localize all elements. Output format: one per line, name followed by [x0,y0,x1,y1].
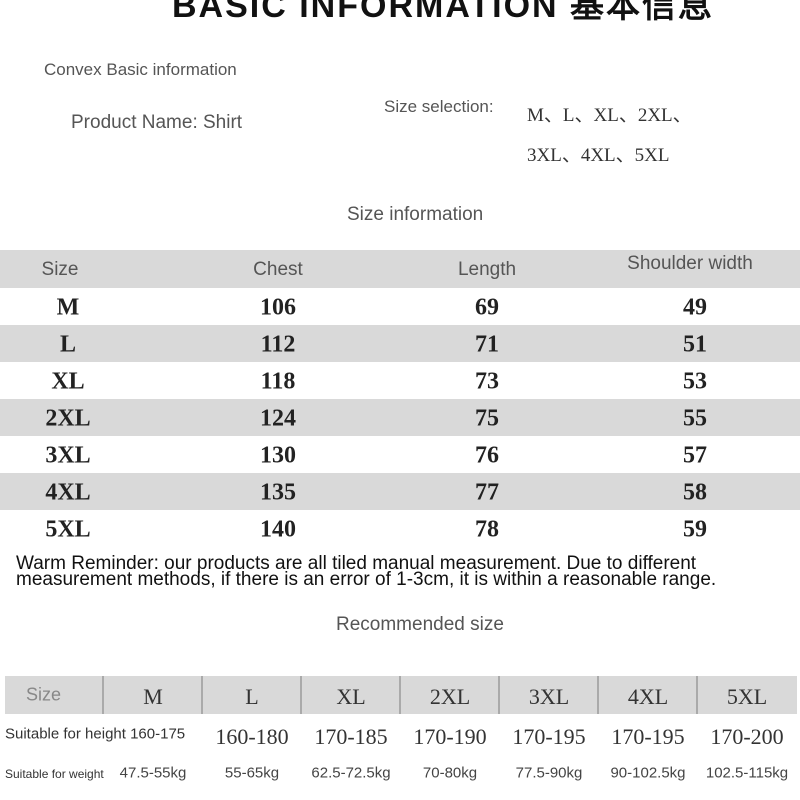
size-selection-label: Size selection: [384,97,494,116]
cell: 3XL [528,684,570,709]
cell: 170-195 [512,724,586,749]
cell: 53 [683,368,707,395]
cell: 77 [475,479,499,506]
column-header: Chest [253,259,303,280]
row-label: Suitable for height 160-175 [5,725,186,743]
size-selection-values: M、L、XL、2XL、3XL、4XL、5XL [527,105,692,166]
cell: 57 [683,442,707,469]
cell: 59 [683,516,707,543]
cell: 170-190 [413,724,487,749]
divider [300,676,302,714]
cell: 135 [260,479,296,506]
cell: 4XL [627,684,669,709]
cell: 140 [260,516,296,543]
cell: 118 [260,368,296,395]
cell: 106 [260,294,296,321]
cell: 5XL [45,516,91,543]
cell: 76 [475,442,499,469]
cell: 170-200 [710,724,784,749]
cell: 5XL [726,684,768,709]
divider [696,676,698,714]
divider [102,676,104,714]
recommended-title: Recommended size [336,614,504,635]
cell: 90-102.5kg [610,764,686,782]
cell: 69 [475,294,499,321]
size-info-title: Size information [347,204,484,225]
cell: 55-65kg [224,764,280,782]
cell: 62.5-72.5kg [311,764,391,782]
divider [597,676,599,714]
cell: 77.5-90kg [515,764,583,782]
row-label: Suitable for weight [5,767,104,781]
header-band [0,250,800,288]
cell: 75 [475,405,499,432]
reminder: Warm Reminder: our products are all tile… [16,553,717,590]
cell: 130 [260,442,296,469]
cell: 51 [683,331,707,358]
cell: 4XL [45,479,91,506]
column-header: Shoulder width [627,253,753,274]
header-title: BASIC INFORMATION 基本信息 [172,0,715,25]
cell: M [56,294,80,321]
row-band [0,399,800,436]
cell: 2XL [45,405,91,432]
product-name: Product Name: Shirt [71,112,243,133]
cell: 73 [475,368,499,395]
cell: 55 [683,405,707,432]
cell: 70-80kg [422,764,478,782]
cell: 170-195 [611,724,685,749]
divider [498,676,500,714]
cell: 124 [260,405,296,432]
cell: 71 [475,331,499,358]
cell: 47.5-55kg [119,764,187,782]
convex-label: Convex Basic information [44,60,237,79]
cell: 2XL [429,684,471,709]
cell: M [143,684,163,709]
cell: 102.5-115kg [705,764,789,782]
cell: L [245,684,259,709]
divider [201,676,203,714]
cell: L [59,331,77,358]
cell: 160-180 [215,724,289,749]
row-band [0,473,800,510]
cell: 78 [475,516,499,543]
cell: XL [336,684,366,709]
rec-header-band [5,676,797,714]
divider [399,676,401,714]
row-band [0,325,800,362]
column-header: Size [41,259,79,280]
cell: 58 [683,479,707,506]
row-label: Size [26,684,62,705]
column-header: Length [457,259,517,280]
cell: 3XL [45,442,91,469]
cell: 112 [260,331,296,358]
cell: 170-185 [314,724,388,749]
cell: XL [51,368,85,395]
cell: 49 [683,294,707,321]
